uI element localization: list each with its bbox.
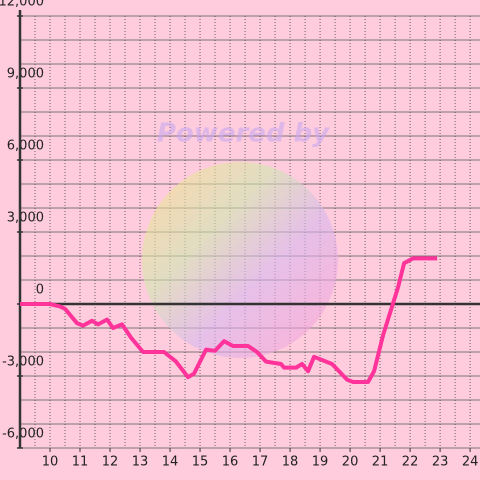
y-tick-label: 0 (36, 283, 44, 298)
x-tick-label: 17 (252, 455, 269, 470)
x-tick-label: 18 (282, 455, 299, 470)
x-tick-label: 11 (72, 455, 89, 470)
x-tick-label: 15 (192, 455, 209, 470)
x-tick-label: 24 (462, 455, 479, 470)
x-tick-label: 22 (402, 455, 419, 470)
y-tick-label: 9,000 (7, 67, 44, 82)
x-tick-label: 13 (132, 455, 149, 470)
x-tick-label: 21 (372, 455, 389, 470)
x-tick-label: 23 (432, 455, 449, 470)
x-tick-label: 19 (312, 455, 329, 470)
y-tick-label: 6,000 (7, 139, 44, 154)
line (20, 256, 438, 384)
x-tick-label: 10 (42, 455, 59, 470)
x-tick-label: 16 (222, 455, 239, 470)
x-tick-label: 12 (102, 455, 119, 470)
y-tick-label: -6,000 (2, 427, 44, 442)
x-tick-label: 20 (342, 455, 359, 470)
watermark-logo (142, 162, 338, 358)
y-tick-label: -3,000 (2, 355, 44, 370)
watermark: Powered by (142, 119, 338, 358)
y-tick-label: 3,000 (7, 211, 44, 226)
x-tick-label: 14 (162, 455, 179, 470)
watermark-text: Powered by (157, 119, 330, 149)
y-tick-label: 12,000 (0, 0, 44, 10)
